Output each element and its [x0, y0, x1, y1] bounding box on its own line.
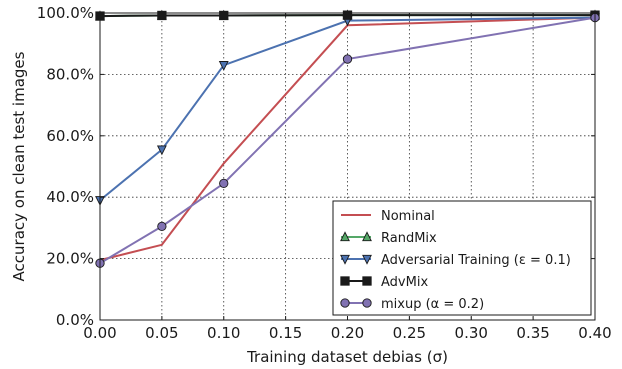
- legend-label: mixup (α = 0.2): [381, 297, 484, 312]
- y-tick-label: 40.0%: [46, 188, 94, 206]
- legend-marker: [340, 231, 350, 242]
- legend: Nominal RandMix Adversarial Training (ε = …: [332, 200, 592, 316]
- legend-marker: [362, 254, 372, 265]
- legend-label: Nominal: [381, 209, 435, 224]
- legend-marker: [362, 231, 372, 242]
- x-tick-label: 0.05: [145, 324, 178, 342]
- x-tick-label: 0.20: [331, 324, 364, 342]
- y-tick-label: 0.0%: [56, 311, 94, 329]
- y-tick-label: 100.0%: [37, 4, 94, 22]
- x-axis-label: Training dataset debias (σ): [246, 348, 448, 366]
- legend-item: mixup (α = 0.2): [340, 297, 484, 312]
- legend-marker: [362, 276, 372, 286]
- data-point: [342, 54, 353, 64]
- legend-label: AdvMix: [381, 275, 428, 290]
- axis-ticks: 0.00 0.05 0.10 0.15 0.20 0.25 0.30 0.35 0.40 0.0%…: [37, 4, 612, 342]
- x-tick-label: 0.30: [455, 324, 488, 342]
- data-point: [157, 221, 167, 232]
- legend-marker: [340, 254, 350, 265]
- x-tick-label: 0.25: [393, 324, 426, 342]
- y-tick-label: 80.0%: [46, 65, 94, 83]
- y-tick-label: 60.0%: [46, 127, 94, 145]
- legend-label: Adversarial Training (ε = 0.1): [381, 253, 571, 268]
- legend-label: RandMix: [381, 231, 437, 246]
- x-tick-label: 0.10: [207, 324, 240, 342]
- legend-marker: [340, 276, 350, 286]
- y-tick-label: 20.0%: [46, 250, 94, 268]
- legend-item: AdvMix: [340, 275, 428, 290]
- y-axis-label: Accuracy on clean test images: [10, 51, 28, 281]
- legend-item: Nominal: [341, 209, 435, 224]
- x-tick-label: 0.35: [516, 324, 549, 342]
- legend-marker: [340, 298, 350, 308]
- series-nominal: [99, 16, 596, 262]
- data-point: [156, 145, 167, 156]
- legend-item: RandMix: [340, 231, 437, 246]
- data-point: [219, 178, 229, 189]
- x-tick-label: 0.00: [83, 324, 116, 342]
- legend-marker: [362, 298, 372, 308]
- x-tick-label: 0.15: [269, 324, 302, 342]
- legend-item: Adversarial Training (ε = 0.1): [340, 253, 571, 268]
- legend-box: [332, 200, 592, 316]
- series-line: [99, 16, 596, 262]
- x-tick-label: 0.40: [578, 324, 611, 342]
- data-point: [218, 61, 229, 71]
